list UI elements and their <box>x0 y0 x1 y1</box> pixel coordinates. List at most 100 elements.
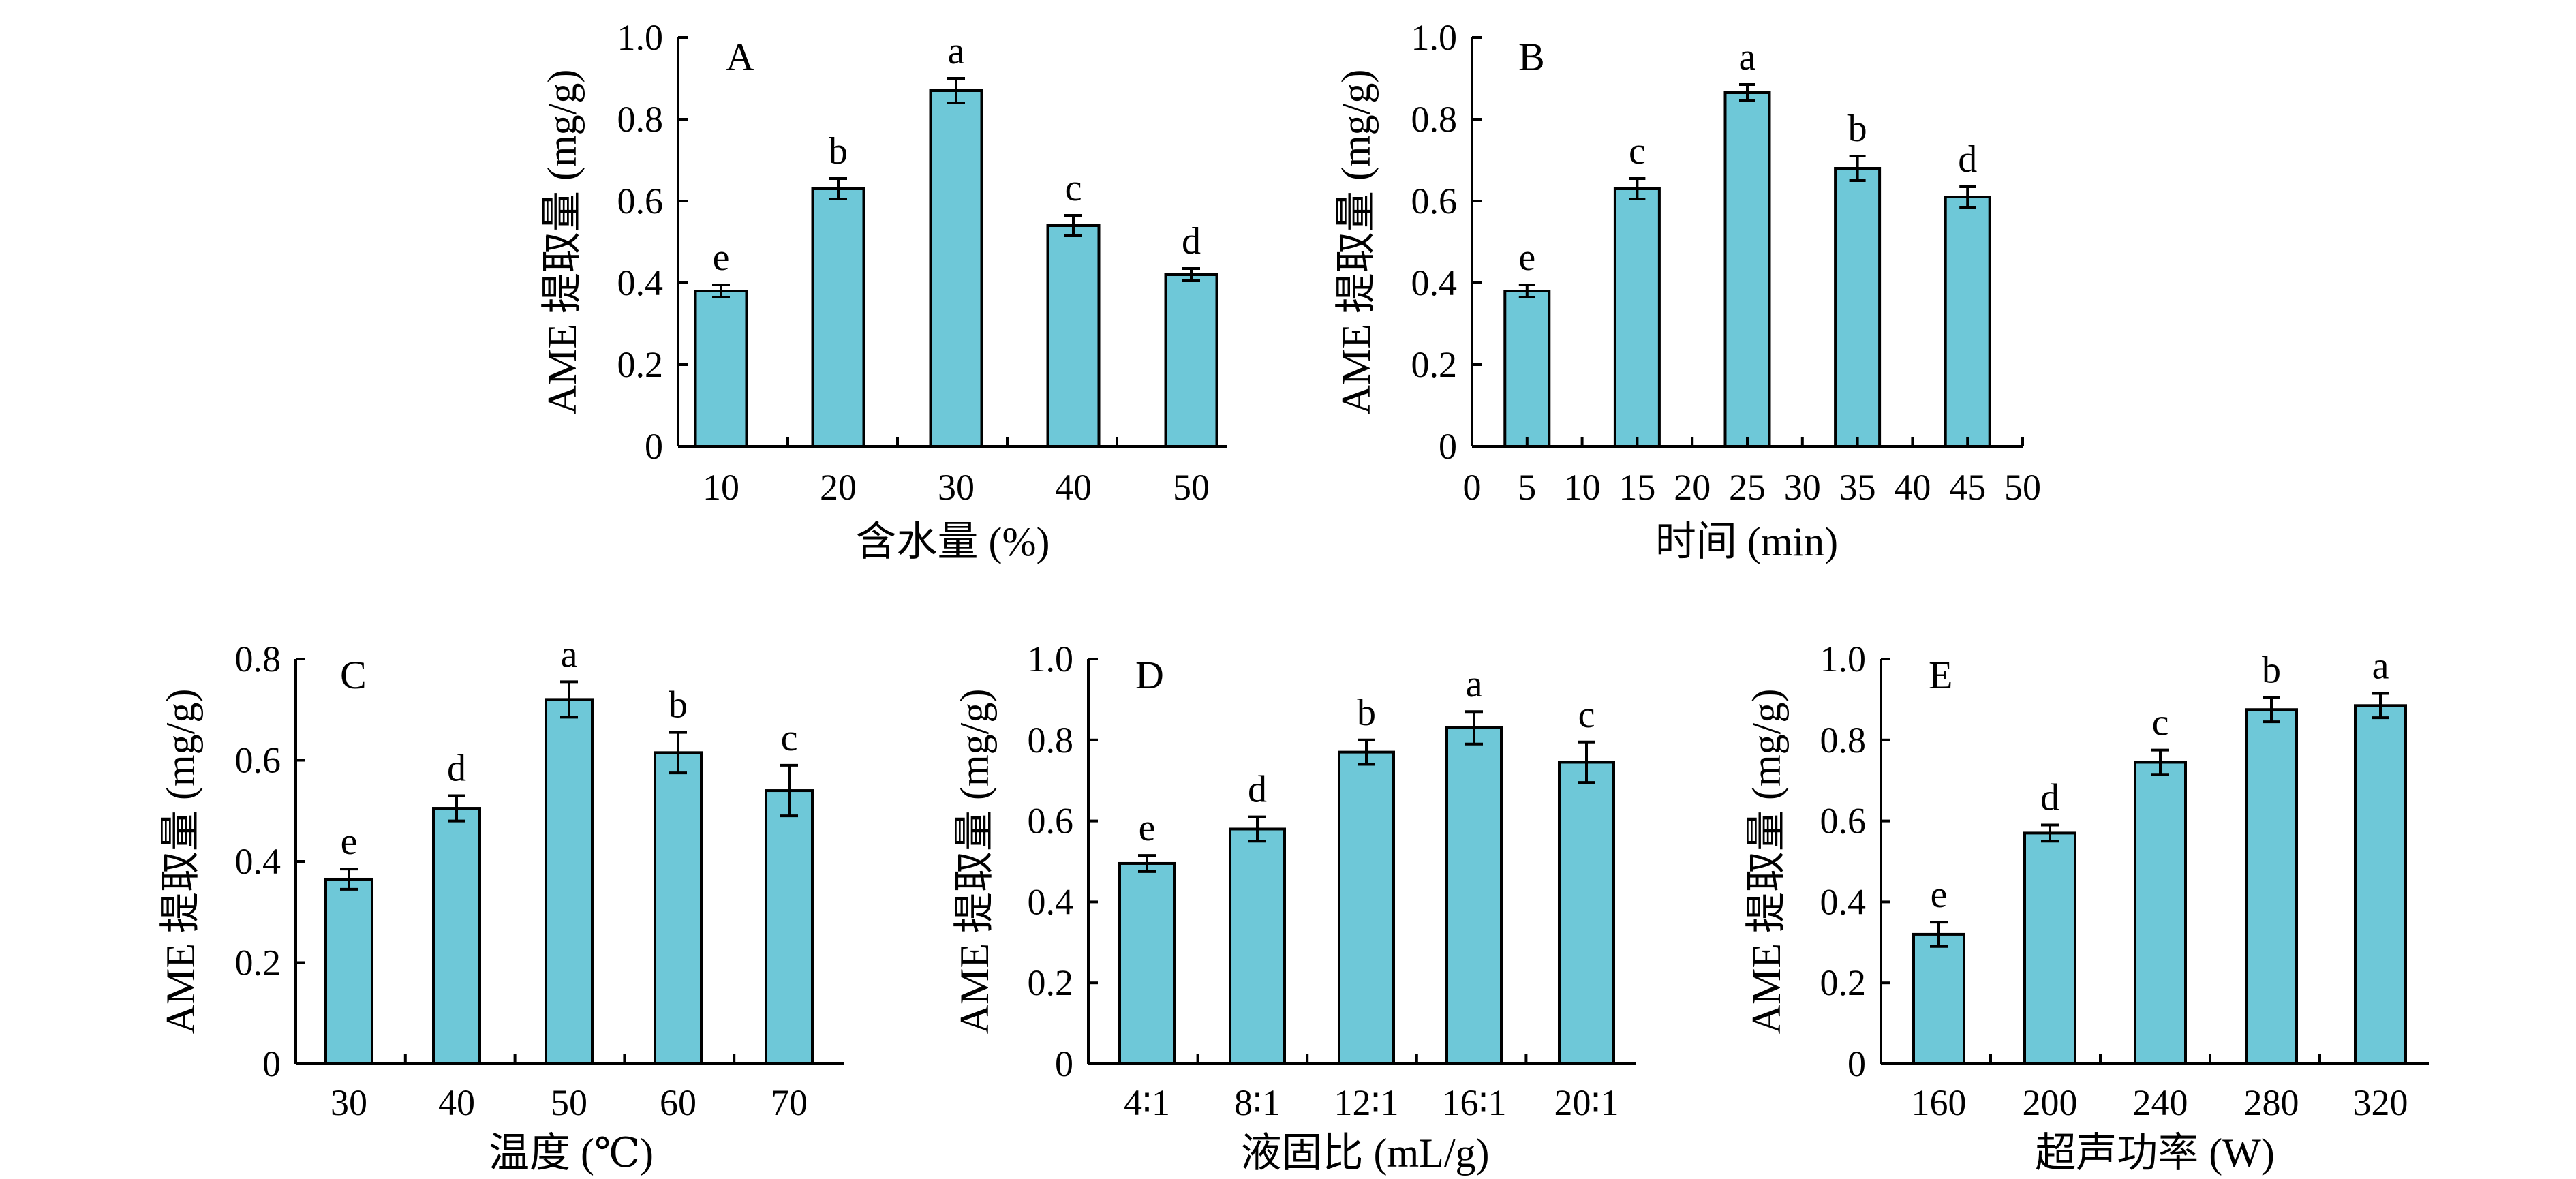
significance-label: d <box>1248 769 1267 811</box>
y-tick-label: 0.2 <box>1820 962 1867 1003</box>
panel-e-bar <box>2134 761 2187 1065</box>
y-tick-label: 0.2 <box>1028 962 1074 1003</box>
panel-c: C AME 提取量 (mg/g) 温度 (℃) e d a b c 0 0.2 0.4 0.6 0… <box>158 633 844 1176</box>
y-tick-label: 1.0 <box>617 17 664 58</box>
panel-c-bar <box>432 807 481 1065</box>
y-tick-label: 1.0 <box>1411 17 1458 58</box>
panel-a-bar <box>1046 224 1101 448</box>
significance-label: a <box>948 30 965 72</box>
significance-label: b <box>2262 649 2281 691</box>
significance-label: d <box>1958 138 1977 181</box>
panel-e: E AME 提取量 (mg/g) 超声功率 (W) e d c b a 0 0.2 0.4 0.… <box>1744 639 2429 1176</box>
x-tick-label: 25 <box>1729 467 1766 508</box>
x-tick-label: 30 <box>1784 467 1821 508</box>
significance-label: c <box>2152 702 2169 744</box>
x-tick-label: 10 <box>703 467 739 508</box>
significance-label: c <box>1578 694 1595 736</box>
significance-label: d <box>2040 777 2059 819</box>
panel-a: A AME 提取量 (mg/g) 含水量 (%) e b a c d 0 0.2 0.4 0.6… <box>540 17 1227 564</box>
y-tick-label: 0.4 <box>235 841 281 882</box>
x-tick-label: 45 <box>1949 467 1986 508</box>
significance-label: d <box>1182 220 1201 262</box>
panel-c-bar <box>654 751 703 1066</box>
x-tick-label: 20 <box>1674 467 1711 508</box>
panel-d-bar <box>1338 750 1395 1065</box>
x-tick-label: 30 <box>938 467 975 508</box>
y-tick-label: 0.4 <box>1028 881 1074 922</box>
panel-a-bar <box>929 89 983 448</box>
significance-label: e <box>1931 874 1948 916</box>
x-tick-label: 50 <box>551 1082 587 1123</box>
y-tick-label: 0.6 <box>1028 801 1074 842</box>
y-tick-label: 0.8 <box>1820 720 1867 761</box>
x-tick-label: 160 <box>1912 1082 1967 1123</box>
y-tick-label: 0 <box>1055 1043 1073 1084</box>
panel-b-letter: B <box>1518 35 1545 79</box>
panel-d: D AME 提取量 (mg/g) 液固比 (mL/g) e d b a c 0 0.2 0.4… <box>952 639 1636 1176</box>
x-tick-label: 40 <box>1055 467 1092 508</box>
x-tick-label: 15 <box>1619 467 1655 508</box>
significance-label: a <box>561 633 578 675</box>
significance-label: a <box>2372 645 2389 687</box>
panel-c-bar <box>765 789 814 1066</box>
x-tick-label: 320 <box>2353 1082 2408 1123</box>
y-tick-label: 0.8 <box>1411 99 1458 140</box>
panel-b-bar <box>1723 91 1771 448</box>
panel-d-bar <box>1558 761 1615 1065</box>
panel-e-bar <box>2354 704 2407 1066</box>
x-tick-label: 30 <box>331 1082 367 1123</box>
y-tick-label: 0 <box>645 426 663 467</box>
panel-e-bar <box>2023 831 2076 1066</box>
panel-c-xlabel: 温度 (℃) <box>489 1131 654 1176</box>
x-tick-label: 50 <box>2004 467 2041 508</box>
panel-a-bar <box>694 290 748 448</box>
x-tick-label: 12∶1 <box>1334 1082 1398 1123</box>
panel-c-letter: C <box>340 653 367 697</box>
y-tick-label: 0.8 <box>1028 720 1074 761</box>
y-tick-label: 0.4 <box>1411 262 1458 303</box>
y-tick-label: 0.4 <box>617 262 664 303</box>
x-tick-label: 40 <box>438 1082 475 1123</box>
significance-label: c <box>781 717 798 759</box>
x-tick-label: 280 <box>2244 1082 2299 1123</box>
y-tick-label: 0.2 <box>1411 344 1458 385</box>
y-tick-label: 0.8 <box>617 99 664 140</box>
significance-label: b <box>1357 692 1376 734</box>
panel-a-bar <box>811 187 865 448</box>
y-tick-label: 0.2 <box>617 344 664 385</box>
y-tick-label: 0.6 <box>235 740 281 781</box>
significance-label: e <box>341 821 358 863</box>
y-tick-label: 0.8 <box>235 639 281 679</box>
x-tick-label: 5 <box>1518 467 1536 508</box>
y-tick-label: 0.6 <box>1820 801 1867 842</box>
panel-c-bar <box>545 698 594 1065</box>
panel-d-xlabel: 液固比 (mL/g) <box>1241 1131 1490 1176</box>
panel-b-bar <box>1834 167 1882 448</box>
panel-b-bar <box>1503 290 1551 448</box>
panel-d-ylabel: AME 提取量 (mg/g) <box>952 689 997 1035</box>
y-tick-label: 1.0 <box>1820 639 1867 679</box>
x-tick-label: 70 <box>771 1082 808 1123</box>
x-tick-label: 16∶1 <box>1441 1082 1506 1123</box>
significance-label: a <box>1466 663 1483 705</box>
panel-b-ylabel: AME 提取量 (mg/g) <box>1334 70 1379 415</box>
x-tick-label: 40 <box>1894 467 1931 508</box>
panel-d-bar <box>1229 827 1286 1065</box>
panel-c-ylabel: AME 提取量 (mg/g) <box>158 689 203 1035</box>
x-tick-label: 50 <box>1173 467 1210 508</box>
significance-label: b <box>669 684 688 726</box>
panel-a-bar <box>1164 273 1218 448</box>
significance-label: b <box>829 130 848 172</box>
panel-b-xlabel: 时间 (min) <box>1655 519 1838 564</box>
panel-d-bar <box>1445 726 1503 1065</box>
panel-a-letter: A <box>726 35 754 79</box>
panel-b-bar <box>1944 196 1991 448</box>
x-tick-label: 20∶1 <box>1554 1082 1619 1123</box>
panel-e-xlabel: 超声功率 (W) <box>2035 1131 2275 1176</box>
x-tick-label: 10 <box>1564 467 1601 508</box>
y-tick-label: 0 <box>262 1043 281 1084</box>
x-tick-label: 8∶1 <box>1234 1082 1281 1123</box>
x-tick-label: 4∶1 <box>1124 1082 1170 1123</box>
significance-label: e <box>1139 807 1156 849</box>
significance-label: e <box>713 236 730 279</box>
